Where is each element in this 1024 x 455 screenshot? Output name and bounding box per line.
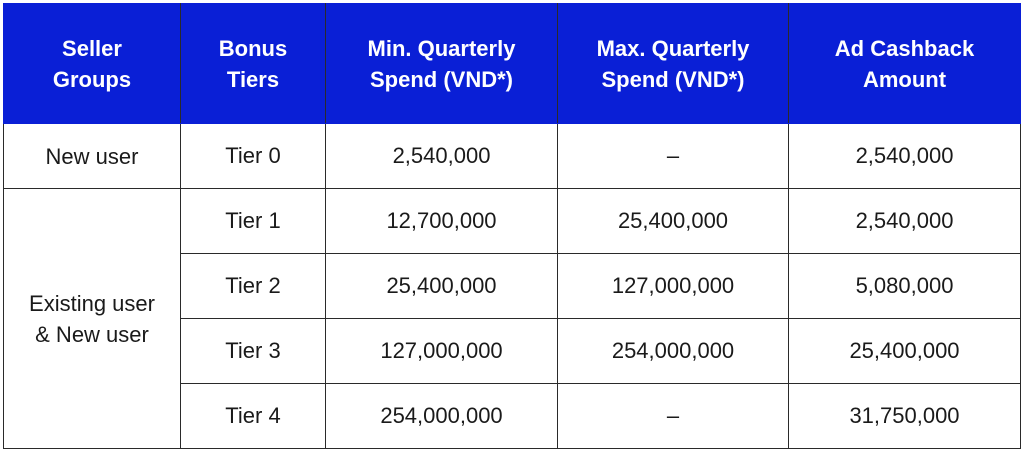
seller-group-new-user: New user: [3, 123, 181, 189]
group-label: Existing user: [29, 290, 155, 316]
table-header: Seller Groups Bonus Tiers Min. Quarterly Sp…: [3, 3, 1021, 124]
max-spend-cell: 127,000,000: [557, 253, 789, 319]
header-min-spend: Min. Quarterly Spend (VND*): [325, 3, 558, 124]
table-row: Tier 3 127,000,000 254,000,000 25,400,00…: [4, 318, 1021, 384]
group-label: New user: [45, 143, 139, 169]
table-row: Tier 2 25,400,000 127,000,000 5,080,000: [4, 253, 1021, 319]
header-line: Bonus: [218, 35, 288, 61]
header-line: Spend (VND*): [370, 66, 513, 92]
cashback-cell: 2,540,000: [788, 123, 1021, 189]
header-line: Ad Cashback: [834, 35, 975, 61]
header-line: Amount: [862, 66, 947, 92]
tier-cell: Tier 1: [180, 188, 326, 254]
min-spend-cell: 2,540,000: [325, 123, 558, 189]
group-label: & New user: [35, 321, 149, 347]
tier-cell: Tier 4: [180, 383, 326, 449]
cashback-cell: 2,540,000: [788, 188, 1021, 254]
header-line: Min. Quarterly: [367, 35, 516, 61]
table-row: Tier 4 254,000,000 – 31,750,000: [4, 383, 1021, 449]
min-spend-cell: 12,700,000: [325, 188, 558, 254]
table-body: New user Tier 0 2,540,000 – 2,540,000 Ex…: [3, 123, 1021, 449]
header-bonus-tiers: Bonus Tiers: [180, 3, 326, 124]
header-seller-groups: Seller Groups: [3, 3, 181, 124]
header-line: Tiers: [226, 66, 280, 92]
header-line: Spend (VND*): [601, 66, 745, 92]
min-spend-cell: 127,000,000: [325, 318, 558, 384]
cashback-cell: 25,400,000: [788, 318, 1021, 384]
cashback-tier-table: Seller Groups Bonus Tiers Min. Quarterly Sp…: [3, 3, 1021, 449]
header-line: Seller: [62, 35, 122, 61]
max-spend-cell: –: [557, 383, 789, 449]
tier-cell: Tier 0: [180, 123, 326, 189]
cashback-cell: 5,080,000: [788, 253, 1021, 319]
max-spend-cell: 254,000,000: [557, 318, 789, 384]
tier-cell: Tier 2: [180, 253, 326, 319]
header-row: Seller Groups Bonus Tiers Min. Quarterly Sp…: [3, 3, 1021, 124]
header-line: Max. Quarterly: [596, 35, 750, 61]
max-spend-cell: 25,400,000: [557, 188, 789, 254]
header-cashback-amount: Ad Cashback Amount: [788, 3, 1021, 124]
table-row: Existing user & New user Tier 1 12,700,00…: [3, 188, 1021, 449]
seller-group-existing-and-new: Existing user & New user: [3, 188, 181, 449]
tier-cell: Tier 3: [180, 318, 326, 384]
table-row: New user Tier 0 2,540,000 – 2,540,000: [3, 123, 1021, 189]
max-spend-cell: –: [557, 123, 789, 189]
cashback-cell: 31,750,000: [788, 383, 1021, 449]
min-spend-cell: 25,400,000: [325, 253, 558, 319]
header-max-spend: Max. Quarterly Spend (VND*): [557, 3, 789, 124]
header-line: Groups: [52, 66, 132, 92]
min-spend-cell: 254,000,000: [325, 383, 558, 449]
